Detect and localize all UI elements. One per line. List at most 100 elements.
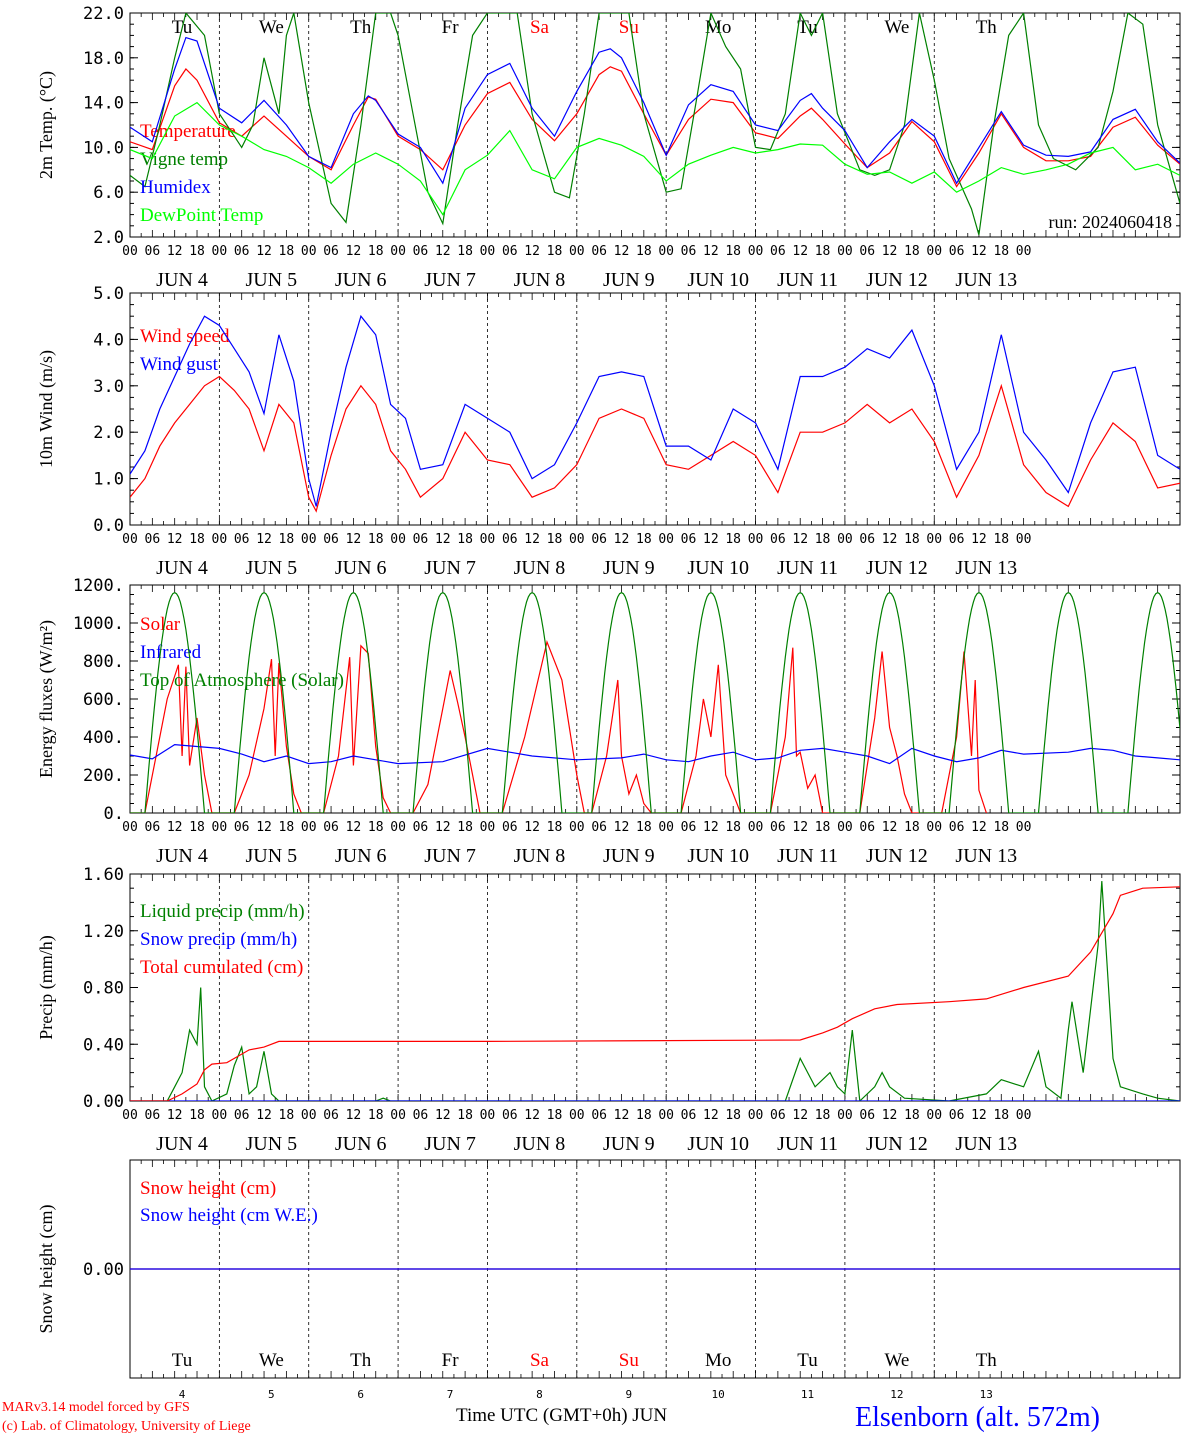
weekday-label: Su [619,17,640,38]
hour-label: 00 [748,532,764,547]
day-number-label: 8 [536,1388,543,1401]
lab-credit: (c) Lab. of Climatology, University of L… [2,1419,251,1434]
date-label: JUN 6 [335,269,387,291]
hour-label: 18 [904,244,920,259]
hour-label: 12 [435,244,451,259]
y-tick-label: 200. [83,766,124,786]
date-label: JUN 13 [955,557,1017,579]
series-line [130,314,1180,507]
weekday-label: Th [350,1350,372,1371]
legend-entry: Snow precip (mm/h) [140,929,297,950]
hour-label: 12 [524,532,540,547]
hour-label: 18 [189,1108,205,1123]
date-label: JUN 8 [514,1133,566,1155]
date-label: JUN 5 [246,557,298,579]
hour-label: 06 [413,532,429,547]
hour-label: 06 [859,820,875,835]
hour-label: 00 [122,532,138,547]
hour-label: 12 [792,532,808,547]
y-tick-label: 0.40 [83,1035,124,1055]
date-label: JUN 4 [156,845,208,867]
day-number-label: 13 [980,1388,993,1401]
hour-label: 18 [636,1108,652,1123]
legend-entry: DewPoint Temp [140,205,263,226]
hour-label: 00 [748,1108,764,1123]
hour-label: 06 [591,1108,607,1123]
weekday-label: Fr [442,1350,460,1371]
hour-label: 00 [390,820,406,835]
hour-label: 12 [614,532,630,547]
weekday-label: Mo [705,17,731,38]
hour-label: 12 [524,1108,540,1123]
legend-entry: Snow height (cm W.E.) [140,1205,318,1226]
hour-label: 12 [882,532,898,547]
hour-label: 06 [770,1108,786,1123]
hour-label: 00 [1016,244,1032,259]
date-label: JUN 10 [687,557,749,579]
date-label: JUN 12 [866,557,928,579]
hour-label: 18 [636,244,652,259]
hour-label: 00 [301,820,317,835]
weekday-label: We [884,17,909,38]
y-tick-label: 2.0 [93,228,124,248]
hour-label: 06 [323,1108,339,1123]
weekday-label: We [884,1350,909,1371]
hour-label: 06 [234,532,250,547]
hour-label: 18 [636,820,652,835]
hour-label: 18 [279,820,295,835]
hour-label: 00 [926,1108,942,1123]
hour-label: 00 [390,1108,406,1123]
hour-label: 00 [122,1108,138,1123]
hour-label: 06 [323,244,339,259]
hour-label: 18 [636,532,652,547]
date-label: JUN 8 [514,269,566,291]
hour-label: 12 [614,244,630,259]
weekday-label: We [259,17,284,38]
station-label: Elsenborn (alt. 572m) [855,1402,1100,1433]
hour-label: 00 [390,532,406,547]
day-number-label: 10 [712,1388,725,1401]
hour-label: 00 [748,820,764,835]
model-credit: MARv3.14 model forced by GFS [2,1400,190,1415]
date-label: JUN 9 [603,845,655,867]
date-label: JUN 4 [156,1133,208,1155]
hour-label: 00 [837,1108,853,1123]
legend-entry: Total cumulated (cm) [140,957,303,978]
hour-label: 18 [993,532,1009,547]
series-line [130,639,987,813]
y-tick-label: 1200. [73,576,124,596]
panel-frame [129,12,1181,238]
date-label: JUN 5 [246,269,298,291]
hour-label: 00 [926,820,942,835]
hour-label: 12 [167,820,183,835]
y-axis-label: Snow height (cm) [36,1205,57,1334]
hour-label: 06 [681,532,697,547]
hour-label: 12 [792,1108,808,1123]
hour-label: 06 [949,820,965,835]
hour-label: 18 [547,532,563,547]
hour-label: 06 [770,532,786,547]
y-tick-label: 10.0 [83,138,124,158]
day-number-label: 4 [179,1388,186,1401]
y-tick-label: 0.0 [93,516,124,536]
hour-label: 06 [681,820,697,835]
weekday-label: We [259,1350,284,1371]
hour-label: 18 [993,820,1009,835]
hour-label: 06 [681,244,697,259]
hour-label: 12 [346,532,362,547]
legend-entry: Temperature [140,121,236,142]
y-tick-label: 4.0 [93,330,124,350]
date-label: JUN 11 [777,1133,838,1155]
hour-label: 00 [122,244,138,259]
hour-label: 06 [949,244,965,259]
hour-label: 18 [815,532,831,547]
hour-label: 00 [480,532,496,547]
hour-label: 00 [748,244,764,259]
y-tick-label: 6.0 [93,183,124,203]
date-label: JUN 4 [156,269,208,291]
hour-label: 06 [234,244,250,259]
date-label: JUN 11 [777,557,838,579]
hour-label: 00 [212,1108,228,1123]
y-tick-label: 0.00 [83,1260,124,1280]
hour-label: 00 [390,244,406,259]
